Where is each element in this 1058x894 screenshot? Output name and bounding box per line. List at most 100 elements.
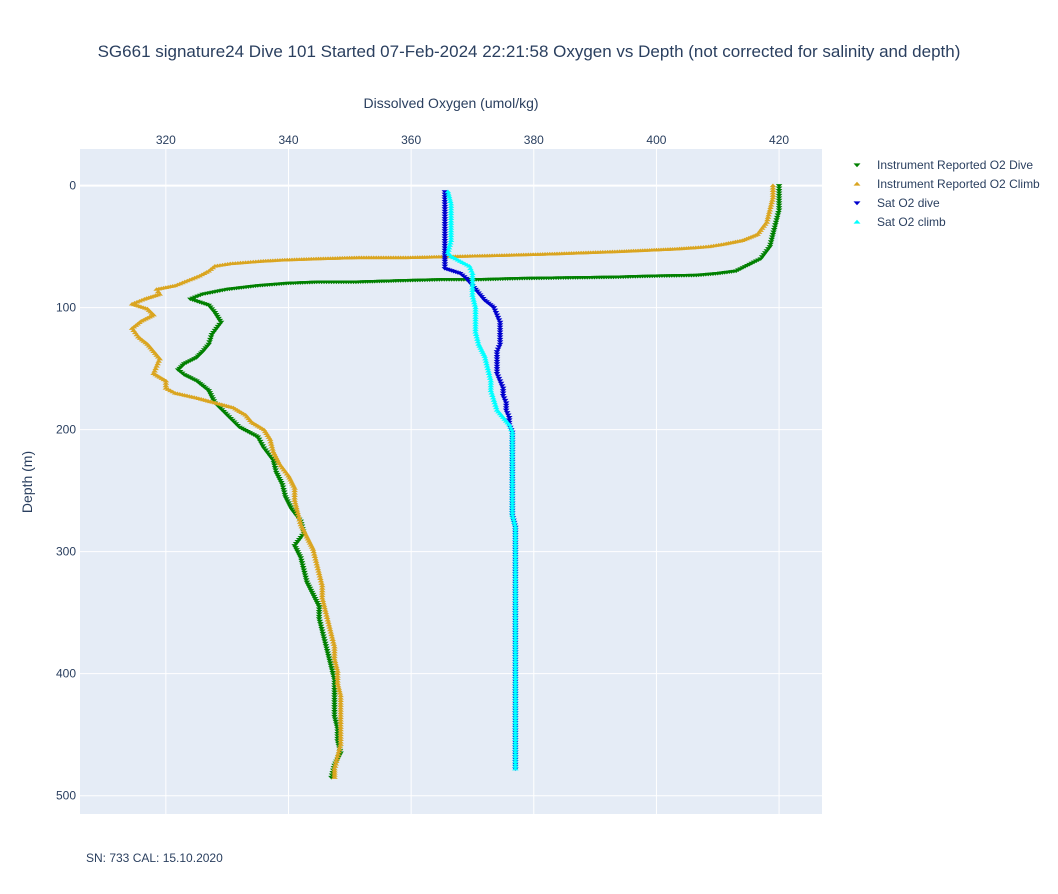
data-point [305,584,313,589]
data-point [509,459,516,463]
data-point [313,561,321,566]
data-point [334,678,341,683]
data-point [512,532,519,537]
data-point [512,625,519,629]
data-point [472,315,479,319]
data-point [337,727,344,732]
data-point [336,747,343,751]
legend-label: Sat O2 climb [877,215,946,229]
data-point [334,754,341,759]
data-point [263,450,271,455]
data-point [483,364,491,368]
data-point [512,749,519,754]
data-point [441,197,449,202]
data-point [512,549,519,554]
data-point [330,642,338,646]
data-point [314,603,322,607]
data-point [269,449,277,454]
data-point [512,613,519,617]
data-point [512,691,519,695]
data-point [496,340,504,344]
data-point [309,592,317,597]
data-point [323,646,330,651]
data-point [441,207,449,211]
x-tick-label: 400 [646,133,666,147]
legend-item[interactable]: Sat O2 climb [853,215,947,229]
data-point [290,484,297,488]
data-point [471,300,478,305]
legend-item[interactable]: Instrument Reported O2 Climb [853,177,1041,191]
data-point [761,251,769,255]
data-point [326,658,333,663]
legend[interactable]: Instrument Reported O2 Dive Instrument Re… [853,158,1041,229]
data-point [767,205,774,210]
data-point [493,369,501,374]
data-point [314,564,321,568]
data-point [512,705,519,710]
data-point [214,314,221,319]
data-point [318,581,325,585]
data-point [775,191,783,196]
data-point [512,669,519,673]
data-point [331,692,338,697]
data-point [277,478,284,483]
data-point [270,451,278,456]
data-point [509,510,516,515]
data-point [337,700,344,705]
data-point [337,705,344,710]
data-point [498,384,506,388]
data-point [151,368,158,373]
data-point [275,476,283,481]
data-point [291,486,298,490]
data-point [298,558,305,563]
data-point [509,476,516,480]
data-point [271,465,279,470]
data-point [294,540,301,544]
data-point [760,253,768,257]
data-point [325,653,332,658]
data-point [295,512,302,517]
data-point [331,690,338,695]
data-point [337,737,344,742]
data-point [773,218,780,222]
data-point [506,425,514,429]
data-point [318,591,326,595]
data-point [336,691,344,695]
data-point [502,403,510,408]
data-point [501,398,509,403]
data-point [152,366,159,371]
data-point [775,208,783,213]
data-point [490,306,498,310]
data-point [299,563,306,568]
data-point [472,310,479,314]
data-point [447,206,455,211]
data-point [512,622,519,627]
data-point [311,554,319,559]
legend-item[interactable]: Instrument Reported O2 Dive [853,158,1034,172]
data-point [447,204,455,208]
data-point [297,556,305,560]
data-point [769,193,777,197]
data-point [512,600,519,605]
data-point [269,447,276,451]
data-point [214,324,222,329]
data-point [312,598,320,603]
data-point [441,248,449,253]
data-point [315,607,323,612]
data-point [268,444,276,449]
data-point [512,627,519,632]
data-point [254,435,262,440]
data-point [332,661,340,666]
data-point [770,230,777,235]
data-point [334,681,341,685]
data-point [336,688,343,693]
data-point [298,524,306,529]
data-point [289,482,296,486]
data-point [337,739,344,744]
data-point [502,406,510,410]
data-point [205,389,213,393]
legend-item[interactable]: Sat O2 dive [853,196,941,210]
data-point [320,636,328,641]
data-point [495,345,503,349]
data-point [301,530,309,535]
